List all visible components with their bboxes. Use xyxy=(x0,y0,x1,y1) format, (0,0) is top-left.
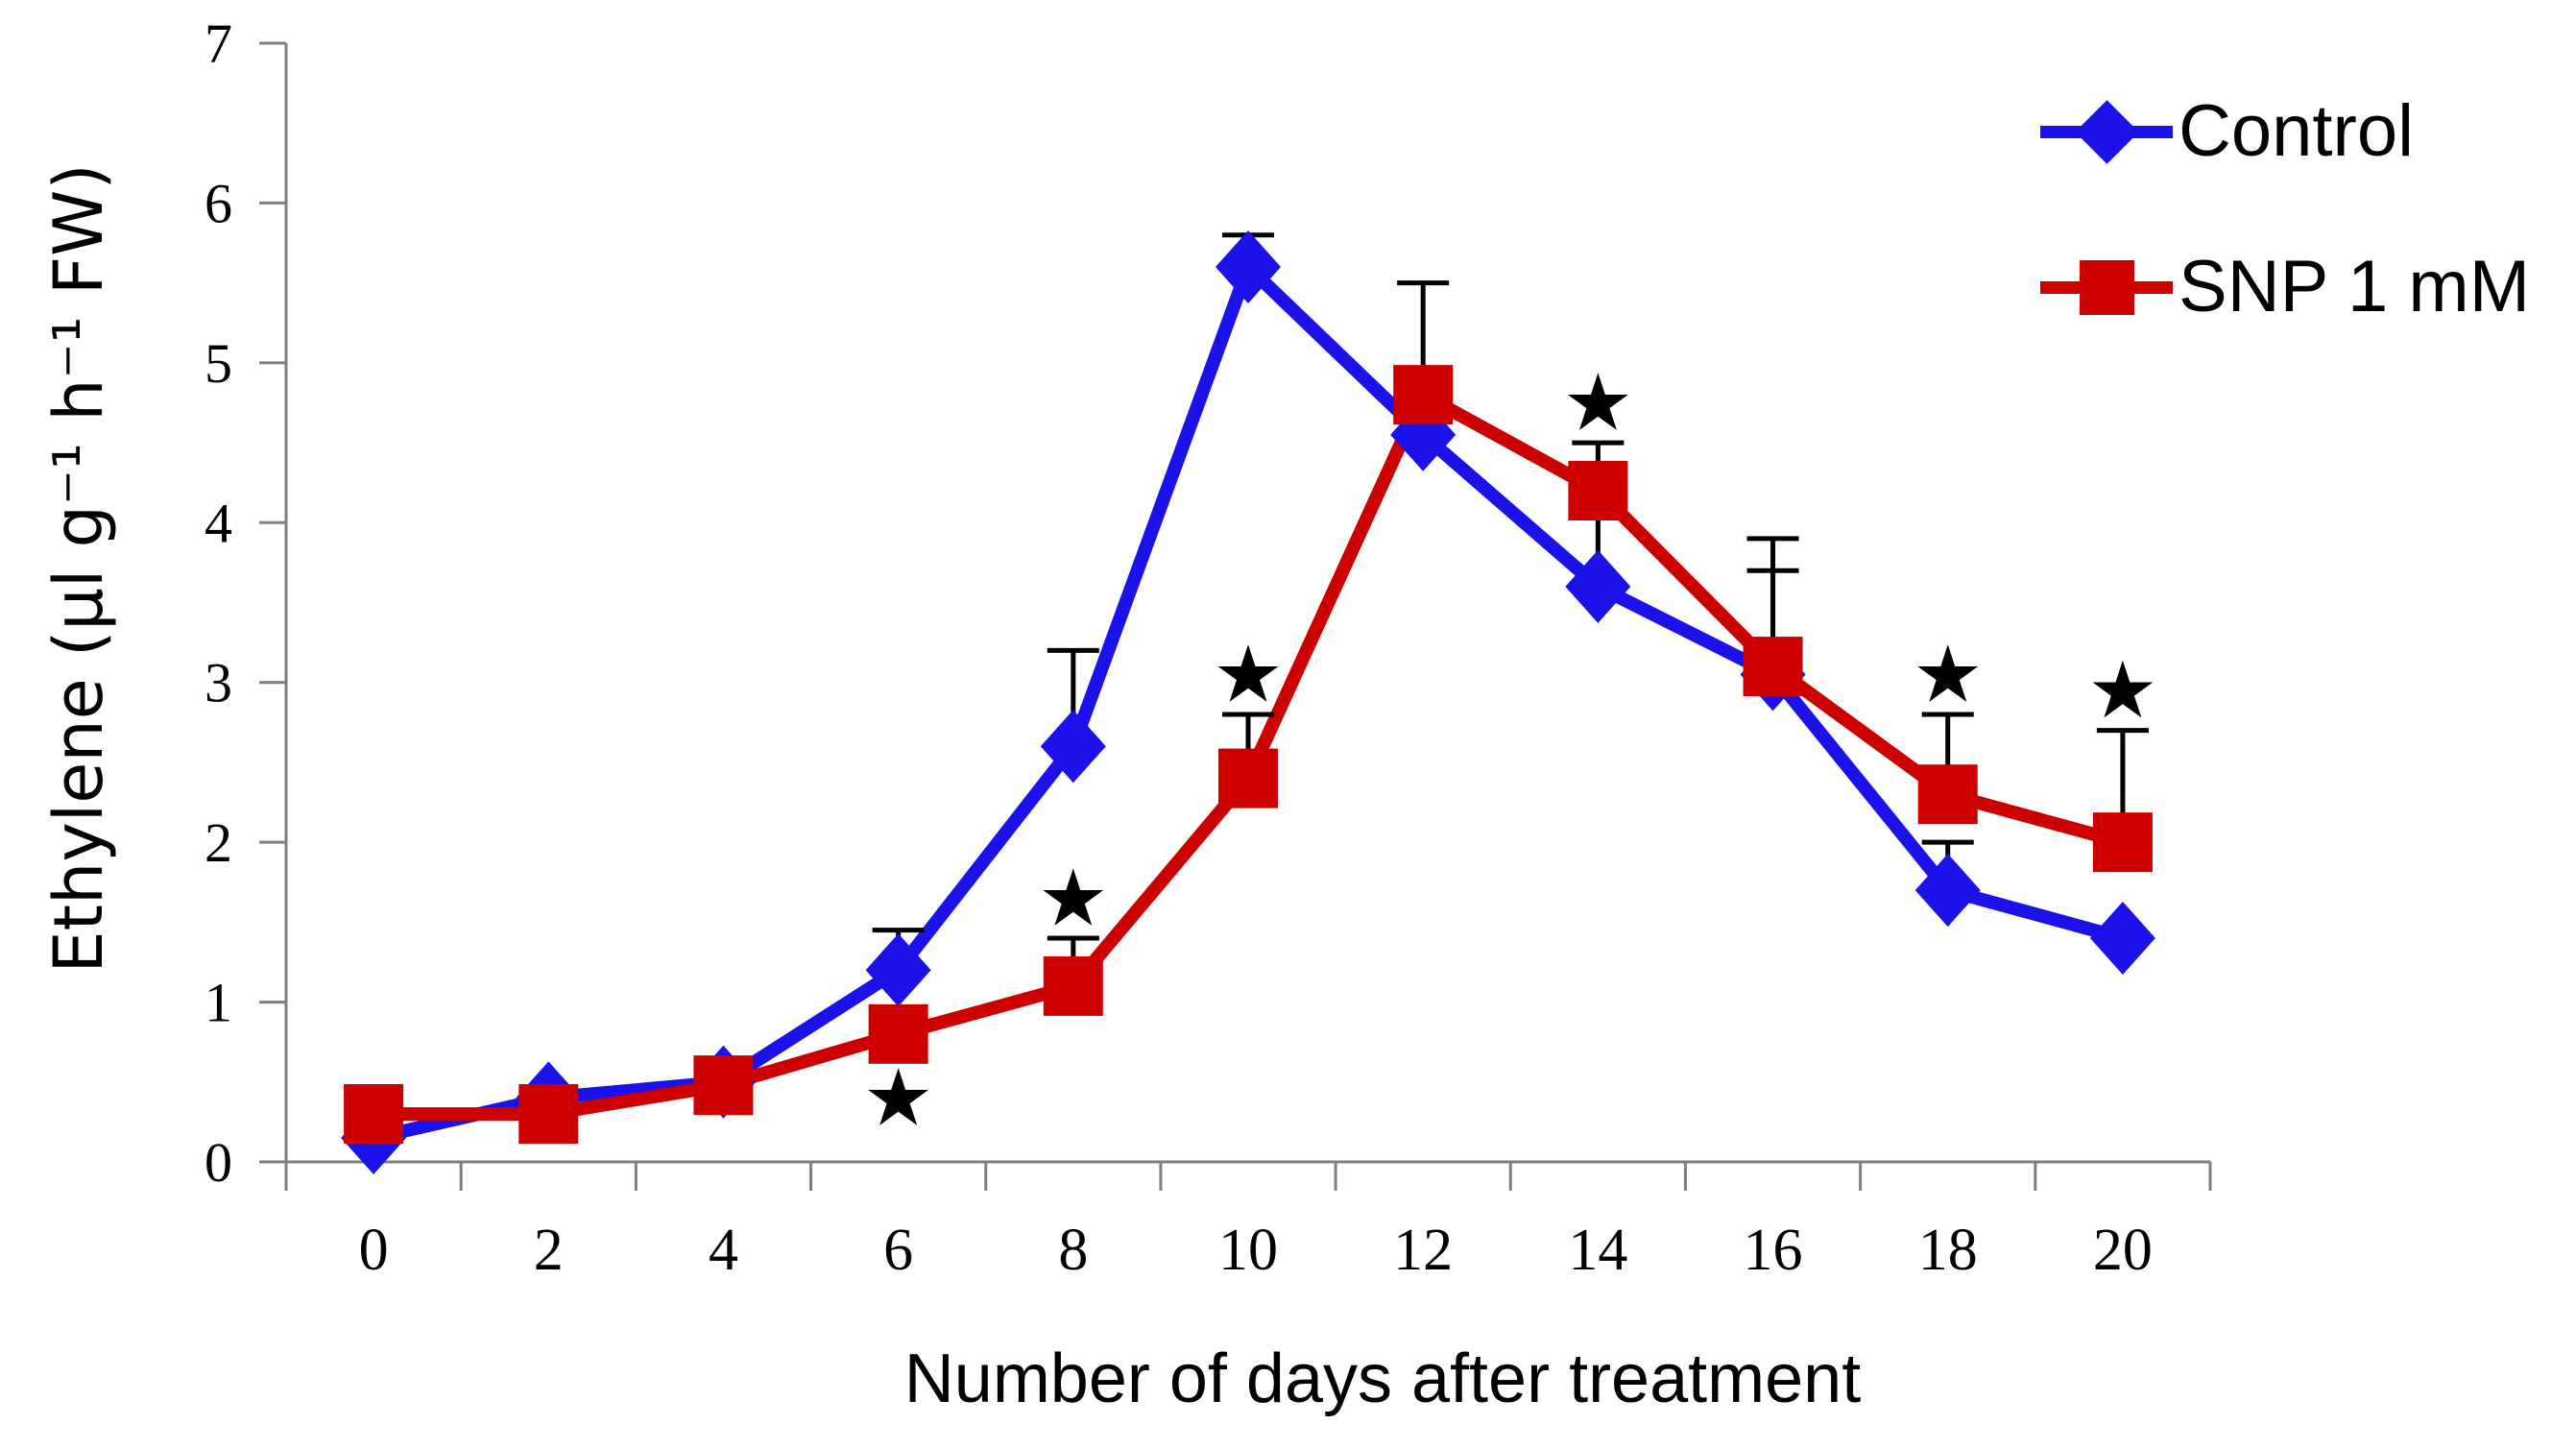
snp-data-point-square xyxy=(1043,955,1103,1016)
y-tick-label: 3 xyxy=(205,652,232,714)
legend-item-snp: SNP 1 mM xyxy=(2040,244,2530,330)
x-tick-label: 4 xyxy=(709,1218,738,1283)
y-tick-label: 2 xyxy=(205,811,232,874)
y-tick-label: 5 xyxy=(205,332,232,395)
y-tick-label: 0 xyxy=(205,1131,232,1194)
control-data-point-diamond xyxy=(1040,710,1106,784)
snp-data-point-square xyxy=(518,1084,579,1145)
y-tick-label: 1 xyxy=(205,972,232,1034)
significance-star: ★ xyxy=(1913,629,1984,720)
legend-label-control: Control xyxy=(2179,90,2414,172)
snp-data-point-square xyxy=(693,1055,754,1116)
x-tick-label: 2 xyxy=(534,1218,564,1283)
x-tick-label: 8 xyxy=(1058,1218,1088,1283)
chart-legend: Control SNP 1 mM xyxy=(2040,88,2530,330)
snp-series-swatch xyxy=(2040,244,2173,330)
legend-label-snp: SNP 1 mM xyxy=(2179,246,2531,327)
significance-star: ★ xyxy=(1563,357,1634,448)
control-data-point-diamond xyxy=(1216,230,1281,303)
significance-star: ★ xyxy=(863,1052,934,1144)
y-tick-label: 6 xyxy=(205,172,232,234)
x-tick-label: 0 xyxy=(359,1218,389,1283)
control-diamond-icon xyxy=(2075,100,2139,164)
snp-data-point-square xyxy=(1917,764,1978,825)
legend-item-control: Control xyxy=(2040,88,2530,175)
x-tick-label: 10 xyxy=(1218,1218,1278,1283)
significance-star: ★ xyxy=(1213,629,1284,720)
y-tick-label: 7 xyxy=(205,12,232,75)
control-data-point-diamond xyxy=(2089,902,2155,975)
control-data-point-diamond xyxy=(1565,549,1631,623)
control-data-point-diamond xyxy=(1914,854,1981,928)
x-tick-label: 16 xyxy=(1744,1218,1803,1283)
significance-star: ★ xyxy=(1038,853,1109,944)
control-data-point-diamond xyxy=(865,933,931,1007)
y-tick-label: 4 xyxy=(205,492,232,554)
x-tick-label: 14 xyxy=(1568,1218,1627,1283)
x-tick-label: 6 xyxy=(883,1218,913,1283)
control-series-swatch xyxy=(2040,88,2173,175)
snp-square-icon xyxy=(2080,260,2134,315)
significance-star: ★ xyxy=(2087,645,2158,737)
snp-data-point-square xyxy=(344,1084,404,1145)
snp-data-point-square xyxy=(1743,637,1803,697)
x-tick-label: 12 xyxy=(1393,1218,1453,1283)
snp-data-point-square xyxy=(1218,748,1278,809)
y-axis-title: Ethylene (µl g⁻¹ h⁻¹ FW) xyxy=(39,163,118,974)
x-tick-label: 18 xyxy=(1918,1218,1978,1283)
snp-data-point-square xyxy=(1393,365,1454,425)
x-tick-label: 20 xyxy=(2093,1218,2153,1283)
x-axis-title: Number of days after treatment xyxy=(903,1340,1862,1417)
snp-data-point-square xyxy=(868,1003,928,1064)
snp-data-point-square xyxy=(2092,812,2153,873)
snp-data-point-square xyxy=(1568,461,1628,520)
